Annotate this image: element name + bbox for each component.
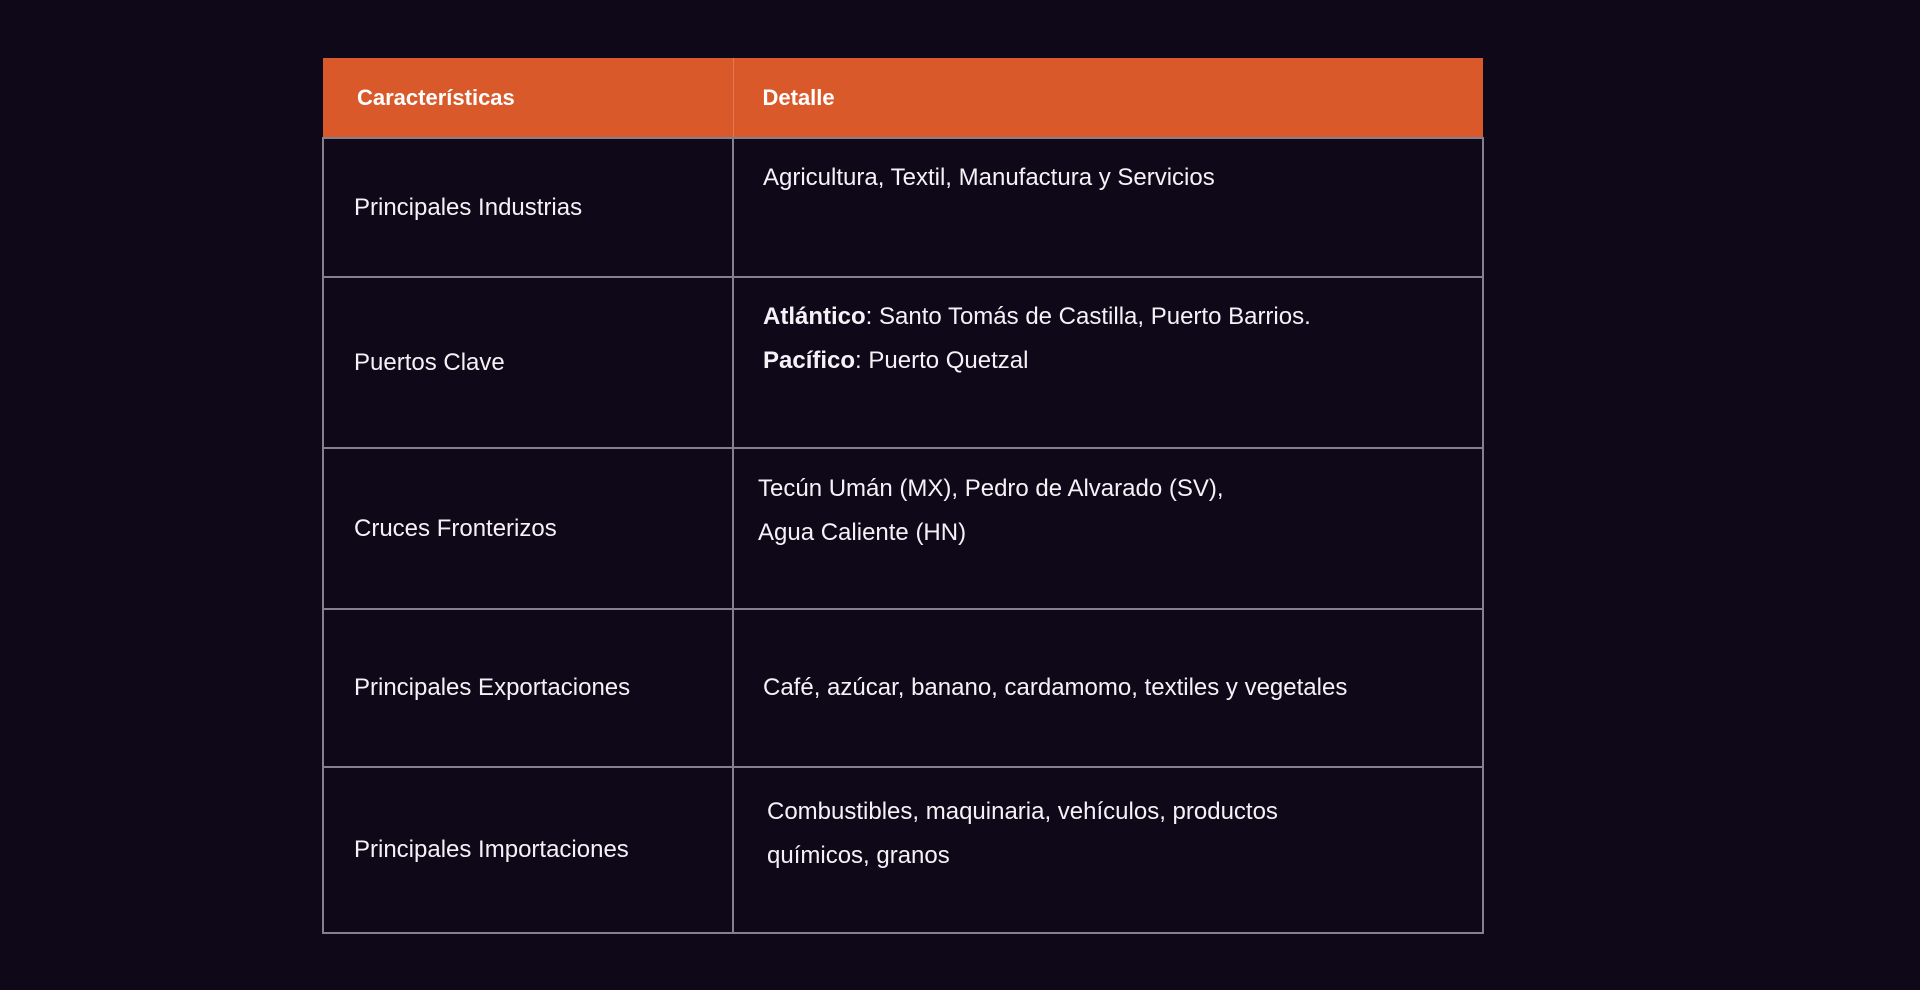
- row-detail-imports: Combustibles, maquinaria, vehículos, pro…: [732, 766, 1484, 934]
- row-label-imports: Principales Importaciones: [322, 766, 734, 934]
- row-label-exports: Principales Exportaciones: [322, 608, 734, 768]
- row-detail-industries: Agricultura, Textil, Manufactura y Servi…: [732, 137, 1484, 278]
- header-row: Características Detalle: [323, 58, 1483, 138]
- border-crossings-line-2: Agua Caliente (HN): [758, 519, 967, 546]
- ports-pacific-label: Pacífico: [763, 347, 856, 374]
- trade-table-container: Características Detalle Principales Indu…: [322, 58, 1484, 934]
- imports-line-2: químicos, granos: [767, 842, 950, 869]
- row-label-border-crossings: Cruces Fronterizos: [322, 447, 734, 610]
- ports-pacific-value: : Puerto Quetzal: [855, 347, 1029, 374]
- row-label-ports: Puertos Clave: [322, 276, 734, 449]
- table-header: Características Detalle: [323, 58, 1483, 138]
- ports-pacific-line: Pacífico: Puerto Quetzal: [763, 339, 1481, 383]
- header-characteristics: Características: [323, 58, 733, 138]
- row-detail-border-crossings: Tecún Umán (MX), Pedro de Alvarado (SV),…: [732, 447, 1484, 610]
- table-row: Principales Importaciones Combustibles, …: [322, 766, 1484, 934]
- table-row: Cruces Fronterizos Tecún Umán (MX), Pedr…: [322, 447, 1484, 610]
- row-detail-exports: Café, azúcar, banano, cardamomo, textile…: [732, 608, 1484, 768]
- trade-characteristics-table: Características Detalle Principales Indu…: [322, 58, 1484, 934]
- ports-atlantic-line: Atlántico: Santo Tomás de Castilla, Puer…: [763, 295, 1481, 339]
- imports-line-1: Combustibles, maquinaria, vehículos, pro…: [767, 798, 1278, 825]
- ports-atlantic-label: Atlántico: [763, 303, 866, 330]
- border-crossings-line-1: Tecún Umán (MX), Pedro de Alvarado (SV),: [758, 475, 1224, 502]
- header-detail: Detalle: [732, 58, 1483, 138]
- table-body: Principales Industrias Agricultura, Text…: [322, 137, 1484, 934]
- table-row: Principales Industrias Agricultura, Text…: [322, 137, 1484, 278]
- table-row: Puertos Clave Atlántico: Santo Tomás de …: [322, 276, 1484, 449]
- row-label-industries: Principales Industrias: [322, 137, 734, 278]
- table-row: Principales Exportaciones Café, azúcar, …: [322, 608, 1484, 768]
- ports-atlantic-value: : Santo Tomás de Castilla, Puerto Barrio…: [865, 303, 1311, 330]
- row-detail-ports: Atlántico: Santo Tomás de Castilla, Puer…: [732, 276, 1484, 449]
